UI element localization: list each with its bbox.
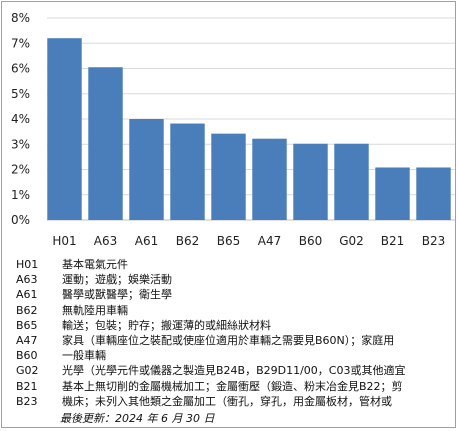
y-tick-label: 3% — [11, 137, 30, 151]
bar-b65 — [211, 133, 246, 220]
bar-a63 — [88, 67, 123, 220]
y-tick-label: 7% — [11, 36, 30, 50]
bar-chart: 0% 1% 2% 3% 4% 5% 6% 7% 8% H01 A63 A61 B62 B65 A47 B60 G… — [11, 11, 455, 248]
legend-code: H01 — [16, 258, 39, 271]
legend-row: G02 光學（光學元件或儀器之製造見B24B，B29D11/00，C03或其他適宜 — [16, 363, 455, 378]
x-tick-label: B23 — [422, 234, 446, 248]
legend-row: A63 運動；遊戲；娛樂活動 — [16, 272, 455, 287]
bar-h01 — [47, 38, 82, 221]
legend-description: 基本上無切削的金屬機械加工；金屬衝壓（鍛造、粉末冶金見B22；剪 — [62, 379, 403, 393]
y-tick-label: 5% — [11, 87, 30, 101]
legend-code: B65 — [16, 318, 38, 332]
legend-description: 基本電氣元件 — [62, 258, 128, 271]
y-tick-label: 2% — [11, 163, 30, 177]
x-tick-label: A61 — [135, 234, 158, 248]
legend-description: 光學（光學元件或儀器之製造見B24B，B29D11/00，C03或其他適宜 — [62, 364, 406, 378]
x-tick-label: G02 — [339, 234, 364, 248]
legend-description: 機床；未列入其他類之金屬加工（衝孔，穿孔，用金屬板材，管材或 — [62, 394, 392, 408]
legend-description: 輸送；包裝；貯存；搬運薄的或細絲狀材料 — [62, 318, 271, 332]
x-tick-label: A47 — [258, 234, 281, 248]
legend-code: A63 — [16, 273, 38, 287]
legend-row: B60 一般車輛 — [16, 348, 455, 363]
y-tick-label: 6% — [11, 62, 30, 76]
bar-a61 — [129, 119, 164, 220]
x-tick-label: B62 — [176, 234, 200, 248]
legend-code: A47 — [16, 333, 38, 347]
legend-description: 一般車輛 — [62, 349, 106, 363]
y-tick-label: 4% — [11, 112, 30, 126]
bar-g02 — [334, 143, 369, 220]
legend-description: 家具（車輛座位之裝配或使座位適用於車輛之需要見B60N）；家庭用 — [62, 333, 395, 347]
y-tick-label: 1% — [11, 188, 30, 202]
legend-code: A61 — [16, 288, 38, 302]
legend-code: B23 — [16, 394, 38, 408]
legend-code: B62 — [16, 303, 38, 317]
bar-b23 — [416, 167, 451, 220]
legend-code: B60 — [16, 349, 38, 363]
legend-description: 運動；遊戲；娛樂活動 — [62, 273, 172, 287]
legend-row: B65 輸送；包裝；貯存；搬運薄的或細絲狀材料 — [16, 318, 455, 333]
x-tick-label: H01 — [52, 234, 76, 248]
x-tick-label: B21 — [381, 234, 405, 248]
y-tick-label: 0% — [11, 213, 30, 227]
legend-row: B62 無軌陸用車輛 — [16, 303, 455, 318]
x-tick-label: B65 — [217, 234, 241, 248]
legend-code: G02 — [16, 364, 39, 378]
bar-a47 — [252, 138, 287, 220]
bar-b60 — [293, 143, 328, 220]
legend-code: B21 — [16, 379, 38, 393]
legend-row: A47 家具（車輛座位之裝配或使座位適用於車輛之需要見B60N）；家庭用 — [16, 333, 455, 348]
legend-row: H01 基本電氣元件 — [16, 257, 455, 272]
y-tick-label: 8% — [11, 11, 30, 25]
bar-b21 — [375, 167, 410, 220]
legend-row: B23 機床；未列入其他類之金屬加工（衝孔，穿孔，用金屬板材，管材或 — [16, 394, 455, 409]
x-tick-label: A63 — [94, 234, 117, 248]
ipc-legend: H01 基本電氣元件 A63 運動；遊戲；娛樂活動 A61 醫學或獸醫學；衛生學 B62 無軌… — [16, 257, 455, 409]
legend-row: A61 醫學或獸醫學；衛生學 — [16, 287, 455, 302]
x-tick-label: B60 — [299, 234, 323, 248]
last-updated: 最後更新：2024 年 6 月 30 日 — [60, 412, 215, 425]
legend-description: 無軌陸用車輛 — [62, 303, 128, 317]
bar-b62 — [170, 123, 205, 220]
legend-row: B21 基本上無切削的金屬機械加工；金屬衝壓（鍛造、粉末冶金見B22；剪 — [16, 379, 455, 394]
legend-description: 醫學或獸醫學；衛生學 — [62, 288, 172, 302]
